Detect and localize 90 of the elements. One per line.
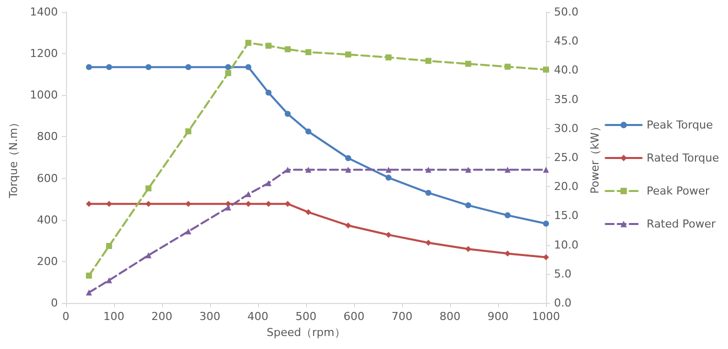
point: [245, 191, 252, 198]
point: [266, 90, 272, 96]
point: [284, 166, 291, 173]
y2-tick-label: 25.0: [554, 151, 578, 164]
point: [543, 220, 549, 227]
point: [465, 166, 472, 173]
y2-tick-label: 20.0: [554, 180, 578, 194]
point: [345, 51, 352, 58]
point: [185, 128, 192, 134]
x-tick-label: 400: [247, 310, 268, 323]
point: [305, 49, 312, 56]
y2-tick-label: 35.0: [554, 92, 578, 106]
y-tick-label: 0: [50, 296, 58, 310]
point: [465, 202, 472, 208]
y2-tick-label: 0.0: [554, 296, 572, 310]
point: [305, 128, 312, 135]
point: [185, 64, 192, 70]
point: [225, 64, 232, 70]
point: [465, 246, 472, 252]
point: [425, 58, 432, 64]
point: [145, 252, 152, 258]
y-tick-label: 1400: [30, 6, 58, 18]
point: [106, 242, 112, 249]
x-tick-label: 700: [391, 310, 412, 323]
point: [284, 46, 291, 52]
legend-label: Rated Power: [646, 218, 716, 230]
y2-tick-label: 50.0: [554, 6, 578, 18]
point: [345, 155, 352, 162]
y-tick-label: 800: [36, 130, 58, 144]
point: [225, 70, 232, 76]
point: [245, 64, 252, 70]
y-tick-label: 400: [36, 213, 58, 226]
x-tick-label: 200: [151, 310, 172, 323]
point: [345, 222, 352, 228]
legend-label: Peak Torque: [646, 118, 714, 132]
point: [386, 232, 392, 238]
point: [266, 200, 272, 207]
point: [425, 166, 432, 173]
y2-axis-title: Power（kW）: [588, 121, 602, 194]
x-tick-label: 800: [439, 310, 460, 323]
y-tick-label: 1000: [30, 88, 58, 102]
point: [305, 166, 312, 173]
point: [266, 42, 272, 49]
y2-tick-label: 10.0: [554, 238, 578, 252]
y2-tick-label: 5.0: [554, 267, 572, 280]
point: [185, 228, 192, 234]
point: [284, 110, 291, 117]
point: [86, 64, 92, 70]
y2-tick-label: 15.0: [554, 209, 578, 222]
point: [225, 204, 232, 211]
point: [386, 166, 392, 173]
point: [106, 64, 112, 70]
point: [345, 166, 352, 173]
legend-label: Peak Power: [646, 184, 710, 198]
x-tick-label: 0: [62, 310, 70, 323]
point: [145, 185, 152, 192]
x-tick-label: 900: [487, 310, 508, 323]
legend-label: Rated Torque: [646, 152, 720, 164]
x-tick-label: 1000: [532, 310, 560, 323]
point: [145, 64, 152, 70]
point: [86, 290, 92, 296]
point: [386, 54, 392, 60]
point: [543, 66, 549, 73]
point: [106, 277, 112, 284]
point: [245, 40, 252, 46]
x-tick-label: 300: [199, 310, 220, 323]
y-tick-label: 600: [36, 172, 58, 185]
x-tick-label: 100: [103, 310, 124, 323]
point: [305, 209, 312, 216]
point: [425, 240, 432, 246]
point: [425, 190, 432, 196]
point: [465, 60, 472, 67]
y2-tick-label: 40.0: [554, 64, 578, 77]
point: [386, 174, 392, 181]
point: [543, 166, 549, 173]
point: [543, 254, 549, 260]
y2-tick-label: 45.0: [554, 34, 578, 48]
x-tick-label: 500: [295, 310, 316, 323]
point: [504, 166, 511, 173]
y2-tick-label: 30.0: [554, 122, 578, 135]
y-axis-title: Torque（N.m）: [7, 116, 20, 200]
x-axis-title: Speed（rpm）: [266, 326, 346, 339]
point: [86, 272, 92, 279]
point: [86, 200, 92, 207]
point: [504, 64, 511, 70]
x-tick-label: 600: [343, 310, 364, 323]
y-tick-label: 1200: [30, 47, 58, 60]
point: [266, 180, 272, 186]
point: [504, 212, 511, 218]
y-tick-label: 200: [36, 254, 58, 268]
